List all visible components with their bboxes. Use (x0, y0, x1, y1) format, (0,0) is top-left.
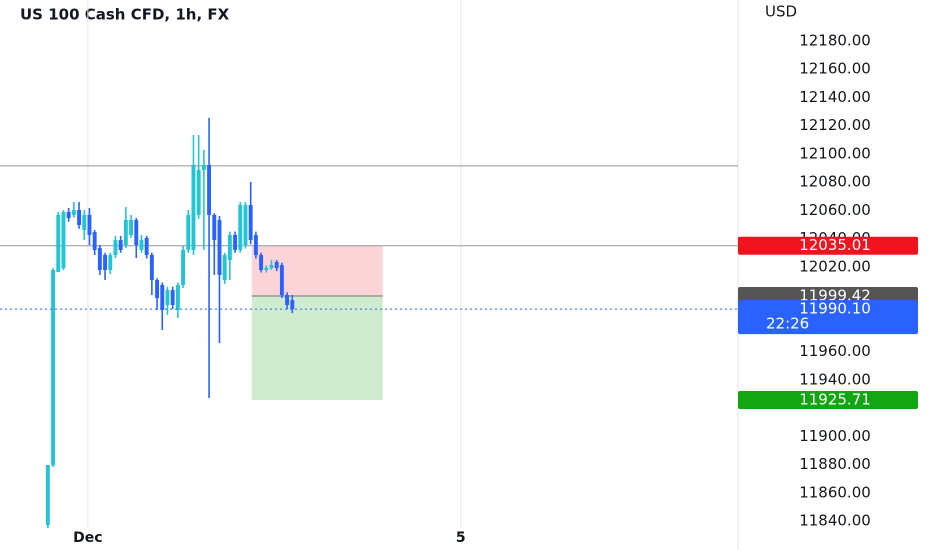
candle-body (92, 232, 97, 250)
candle-body (253, 234, 258, 256)
y-tick-label: 12060.00 (799, 201, 871, 219)
price-tag (738, 391, 918, 410)
candle-body (144, 237, 149, 256)
candle-body (82, 214, 87, 231)
candle-body (264, 268, 269, 271)
candle-body (51, 270, 55, 466)
candle-body (134, 220, 139, 246)
candle-body (149, 255, 154, 281)
candle-body (191, 164, 196, 250)
price-tag-label: 12035.01 (799, 236, 871, 254)
x-tick-label: Dec (73, 530, 102, 546)
candle-body (118, 240, 123, 250)
candle-body (45, 465, 50, 526)
candle-body (66, 211, 71, 219)
candle-body (103, 255, 108, 271)
candle-body (269, 265, 274, 269)
candle-body (97, 247, 102, 271)
candle-body (87, 214, 92, 235)
price-tag (738, 236, 918, 255)
candle-body (227, 234, 232, 260)
candle-body (165, 290, 170, 306)
y-axis-label: USD (765, 3, 797, 21)
candle-body (196, 170, 201, 215)
y-tick-label: 12100.00 (799, 144, 871, 162)
y-tick-label: 12160.00 (799, 60, 871, 78)
candle-body (186, 214, 191, 250)
candle-body (238, 205, 243, 250)
stop-zone (251, 245, 383, 296)
candle-body (160, 284, 165, 310)
candle-body (207, 164, 212, 215)
candle-body (170, 290, 175, 306)
y-tick-label: 11880.00 (799, 455, 871, 473)
candle-body (243, 205, 248, 246)
candle-body (212, 214, 217, 241)
candle-body (155, 280, 160, 299)
price-tag (738, 300, 918, 335)
candle-body (222, 255, 227, 281)
candle-body (279, 265, 284, 295)
candle-body (61, 211, 66, 269)
candle-body (175, 284, 180, 310)
y-tick-label: 12140.00 (799, 88, 871, 106)
candle-body (108, 255, 113, 271)
candle-body (181, 249, 186, 285)
candle-body (248, 205, 253, 241)
candle-body (139, 240, 144, 250)
y-tick-label: 12120.00 (799, 116, 871, 134)
y-tick-label: 11860.00 (799, 483, 871, 501)
y-tick-label: 12020.00 (799, 257, 871, 275)
countdown-label: 22:26 (766, 315, 809, 333)
candle-body (201, 164, 206, 171)
candle-body (129, 220, 134, 235)
candle-body (123, 220, 128, 246)
candle-body (290, 300, 295, 310)
candle-body (274, 261, 279, 269)
candle-body (217, 220, 222, 275)
candle-body (56, 214, 61, 272)
y-tick-label: 11840.00 (799, 512, 871, 530)
candle-body (285, 294, 290, 306)
candle-body (233, 234, 238, 250)
chart-title: US 100 Cash CFD, 1h, FX (20, 6, 230, 24)
candle-body (259, 255, 264, 271)
candle-body (71, 209, 76, 215)
x-tick-label: 5 (456, 530, 466, 546)
y-tick-label: 12080.00 (799, 173, 871, 191)
y-tick-label: 11960.00 (799, 342, 871, 360)
candle-body (77, 209, 82, 225)
price-tag-label: 11925.71 (799, 391, 871, 409)
y-tick-label: 12180.00 (799, 31, 871, 49)
y-tick-label: 11900.00 (799, 427, 871, 445)
target-zone (251, 295, 383, 401)
price-tag-label: 11999.42 (799, 286, 871, 304)
price-tag-label: 11990.10 (799, 300, 871, 318)
y-tick-label: 11940.00 (799, 370, 871, 388)
candle-body (113, 240, 118, 256)
